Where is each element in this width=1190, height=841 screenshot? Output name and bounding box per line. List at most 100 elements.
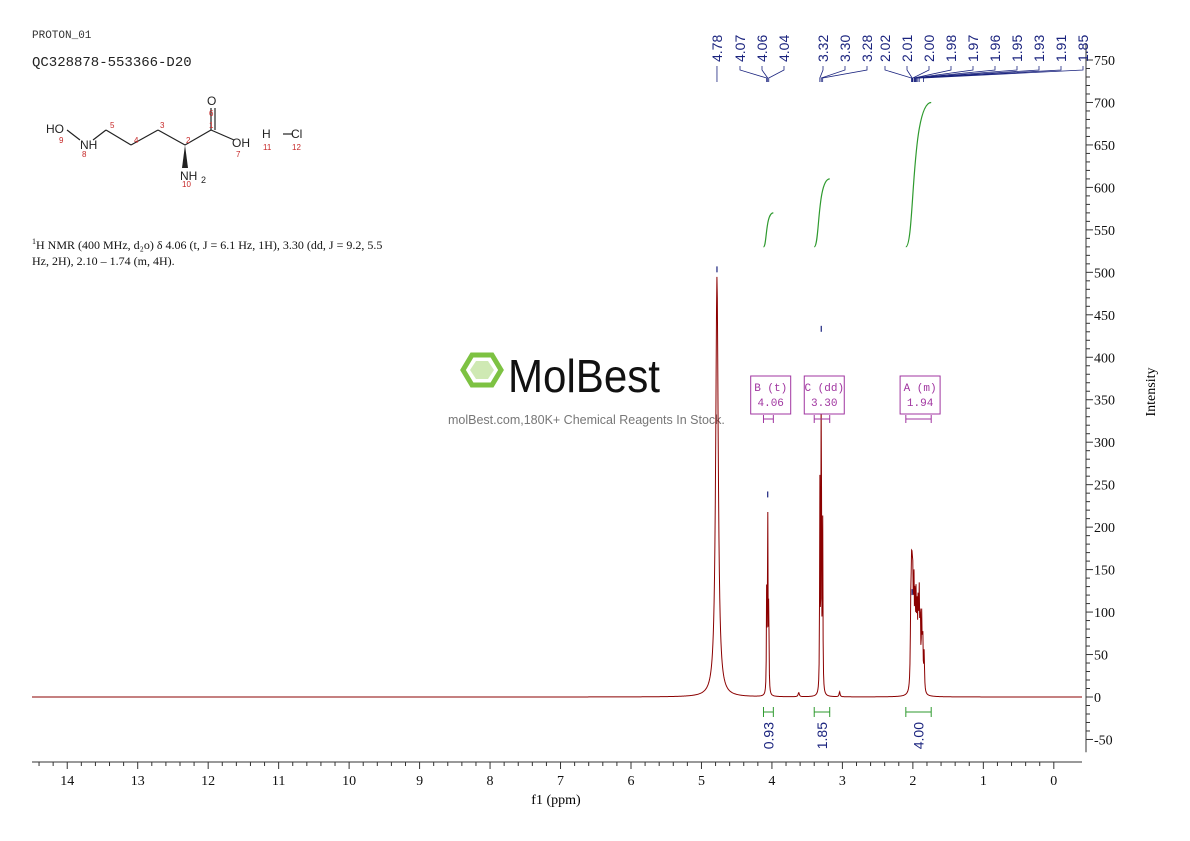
integral-value: 1.85 [814, 722, 830, 749]
peak-label: 4.04 [776, 35, 792, 62]
x-tick-label: 13 [131, 774, 145, 789]
peak-leader-line [917, 66, 1040, 82]
watermark-tagline: molBest.com,180K+ Chemical Reagents In S… [448, 413, 725, 427]
peak-leader-line [822, 66, 868, 82]
integral-curve [813, 178, 830, 248]
x-tick-label: 5 [698, 774, 705, 789]
x-tick-label: 11 [272, 774, 285, 789]
y-tick-label: 250 [1094, 479, 1115, 494]
peak-leader-line [912, 66, 930, 82]
y-tick-label: 450 [1094, 309, 1115, 324]
nmr-description-text: H NMR (400 MHz, d₂o) δ 4.06 (t, J = 6.1 … [32, 238, 383, 268]
x-tick-label: 8 [487, 774, 494, 789]
hydroxyl-label: HO [46, 122, 64, 136]
peak-leader-line [884, 66, 912, 82]
hexagon-inner-icon [470, 361, 494, 379]
peak-label: 4.07 [732, 35, 748, 62]
peak-label: 1.93 [1031, 35, 1047, 62]
x-tick-label: 2 [909, 774, 916, 789]
integrals: 0.93 1.85 4.00 [760, 101, 932, 749]
multiplet-box [899, 375, 941, 415]
y-tick-label: 750 [1094, 54, 1115, 69]
y-axis: -50 0 50 100 150 200 250 300 350 400 450 500 550 600 6… [1085, 43, 1115, 753]
atom-number: 9 [59, 136, 64, 145]
y-tick-label: -50 [1094, 733, 1113, 748]
multiplet-shift: 4.06 [758, 398, 784, 410]
peak-leader-line [761, 66, 769, 82]
peak-leader-line [923, 66, 1084, 82]
multiplet-label: C (dd) [804, 383, 844, 395]
y-tick-label: 700 [1094, 96, 1115, 111]
peak-leader-line [915, 66, 996, 82]
integral-curve [762, 212, 774, 248]
nmr-isotope-sup: 1 [32, 237, 36, 246]
atom-number: 4 [134, 136, 139, 145]
peak-leader-line [913, 66, 952, 82]
peak-label: 1.96 [987, 35, 1003, 62]
spectrum-line [32, 276, 1082, 698]
x-tick-label: 3 [839, 774, 846, 789]
multiplet-label: A (m) [904, 383, 937, 395]
multiplet-shift: 1.94 [907, 398, 934, 410]
amine-label: NH [80, 138, 97, 152]
x-tick-label: 9 [416, 774, 423, 789]
y-tick-label: 200 [1094, 521, 1115, 536]
atom-number: 8 [82, 150, 87, 159]
x-tick-label: 6 [627, 774, 634, 789]
atom-number: 11 [263, 143, 272, 152]
y-tick-label: 650 [1094, 139, 1115, 154]
peak-label: 3.32 [815, 35, 831, 62]
peak-leader-line [906, 66, 913, 82]
sample-id: QC328878-553366-D20 [32, 55, 192, 71]
x-tick-label: 0 [1050, 774, 1057, 789]
peak-label: 2.01 [899, 35, 915, 62]
experiment-name: PROTON_01 [32, 30, 92, 42]
x-tick-label: 12 [201, 774, 215, 789]
y-tick-label: 300 [1094, 436, 1115, 451]
multiplet-shift: 3.30 [811, 398, 837, 410]
multiplet-boxes: B (t) 4.06 C (dd) 3.30 A (m) 1.94 [750, 375, 941, 423]
y-tick-label: 100 [1094, 606, 1115, 621]
hcl-cl-label: Cl [291, 127, 302, 141]
atom-number: 6 [209, 109, 214, 118]
x-tick-label: 1 [980, 774, 987, 789]
hcl-h-label: H [262, 127, 271, 141]
chemical-structure: HO NH O OH NH 2 H Cl 9 8 5 4 3 2 1 6 7 1… [46, 94, 302, 189]
peak-leader-line [914, 66, 974, 82]
y-tick-label: 400 [1094, 351, 1115, 366]
molbest-logo: MolBest [460, 350, 660, 402]
alpha-amine-subscript: 2 [201, 175, 206, 185]
integral-curve [905, 101, 932, 248]
carboxyl-oh-label: OH [232, 136, 250, 150]
x-tick-label: 10 [342, 774, 356, 789]
peak-label: 4.06 [754, 35, 770, 62]
peak-leader-line [819, 66, 824, 82]
peak-leader-line [768, 66, 785, 82]
y-tick-label: 550 [1094, 224, 1115, 239]
nmr-description: 1H NMR (400 MHz, d₂o) δ 4.06 (t, J = 6.1… [32, 234, 392, 269]
peak-labels: 4.78 4.07 4.06 4.04 3.32 3.30 3.28 2.02 2.01 2.00… [709, 35, 1091, 596]
y-axis-label: Intensity [1144, 368, 1159, 417]
x-tick-label: 4 [768, 774, 775, 789]
multiplet-label: B (t) [754, 383, 787, 395]
y-tick-label: 600 [1094, 181, 1115, 196]
multiplet-box [803, 375, 845, 415]
y-tick-label: 50 [1094, 649, 1108, 664]
hexagon-logo-icon [460, 352, 504, 388]
peak-label: 4.78 [709, 35, 725, 62]
atom-number: 1 [209, 121, 214, 130]
peak-leader-line [915, 66, 1018, 82]
peak-leader-line [739, 66, 768, 82]
x-tick-label: 7 [557, 774, 564, 789]
alpha-amine-label: NH [180, 169, 197, 183]
peak-leader-line [918, 66, 1062, 82]
peak-label: 1.91 [1053, 35, 1069, 62]
x-tick-label: 14 [60, 774, 74, 789]
atom-number: 2 [186, 136, 191, 145]
atom-number: 5 [110, 121, 115, 130]
x-axis-label: f1 (ppm) [531, 793, 581, 808]
atom-number: 3 [160, 121, 165, 130]
atom-number: 10 [182, 180, 191, 189]
peak-label: 3.28 [859, 35, 875, 62]
